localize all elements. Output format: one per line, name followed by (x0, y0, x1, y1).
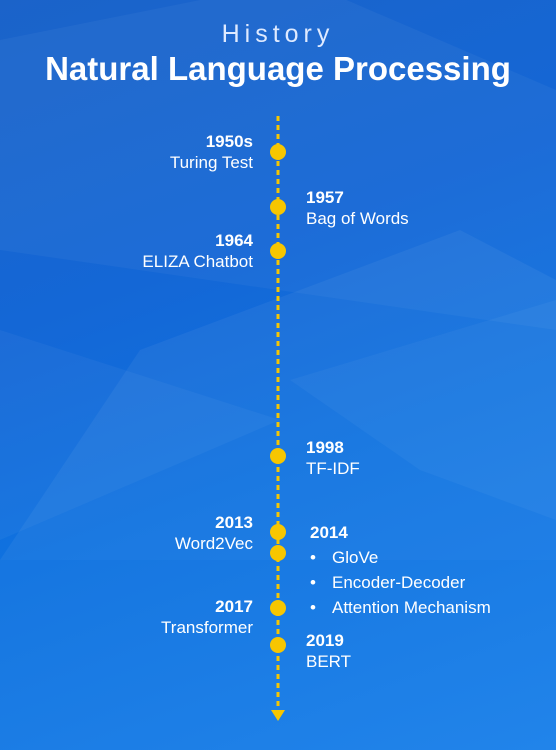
event-year: 2014 (310, 523, 348, 542)
event-label: TF-IDF (306, 459, 360, 479)
event-label: Turing Test (169, 153, 253, 173)
event-label: ELIZA Chatbot (142, 252, 253, 272)
event-year: 2017 (215, 597, 253, 616)
list-item: • Attention Mechanism (310, 595, 491, 620)
event-label: Word2Vec (174, 534, 253, 554)
bullet-icon: • (310, 548, 316, 568)
timeline-dot-1998 (270, 448, 286, 464)
timeline-dot-2014 (270, 545, 286, 561)
timeline-dot-2013 (270, 524, 286, 540)
event-item: GloVe (332, 548, 379, 568)
list-item: • Encoder-Decoder (310, 570, 491, 595)
event-item: Attention Mechanism (332, 598, 491, 618)
timeline-arrow-icon (271, 710, 285, 721)
timeline-entry-2017: 2017 Transformer (161, 596, 253, 639)
event-year: 1964 (215, 231, 253, 250)
event-label: BERT (306, 652, 352, 672)
event-year: 2019 (306, 631, 344, 650)
timeline-dot-1957 (270, 199, 286, 215)
event-year: 1998 (306, 438, 344, 457)
timeline-dot-1964 (270, 243, 286, 259)
page-title: History (221, 20, 335, 48)
event-label: Transformer (161, 618, 253, 638)
page-subtitle: Natural Language Processing (45, 50, 511, 87)
timeline-dot-1950s (270, 144, 286, 160)
event-item: Encoder-Decoder (332, 573, 466, 593)
timeline-entry-1957: 1957 Bag of Words (306, 187, 409, 230)
timeline-entry-2014: 2014 • GloVe • Encoder-Decoder • Attention … (310, 522, 491, 620)
event-year: 1950s (205, 132, 253, 151)
bullet-icon: • (310, 598, 316, 618)
event-label: Bag of Words (306, 209, 409, 229)
timeline-entry-1998: 1998 TF-IDF (306, 437, 360, 480)
timeline-dot-2017 (270, 600, 286, 616)
timeline-dot-2019 (270, 637, 286, 653)
list-item: • GloVe (310, 545, 491, 570)
event-item-list: • GloVe • Encoder-Decoder • Attention Mecha… (310, 545, 491, 620)
event-year: 2013 (215, 513, 253, 532)
bullet-icon: • (310, 573, 316, 593)
timeline-entry-1964: 1964 ELIZA Chatbot (142, 230, 253, 273)
timeline-entry-2013: 2013 Word2Vec (175, 512, 253, 555)
timeline-entry-2019: 2019 BERT (306, 630, 351, 673)
timeline-entry-1950s: 1950s Turing Test (170, 131, 253, 174)
event-year: 1957 (306, 188, 344, 207)
